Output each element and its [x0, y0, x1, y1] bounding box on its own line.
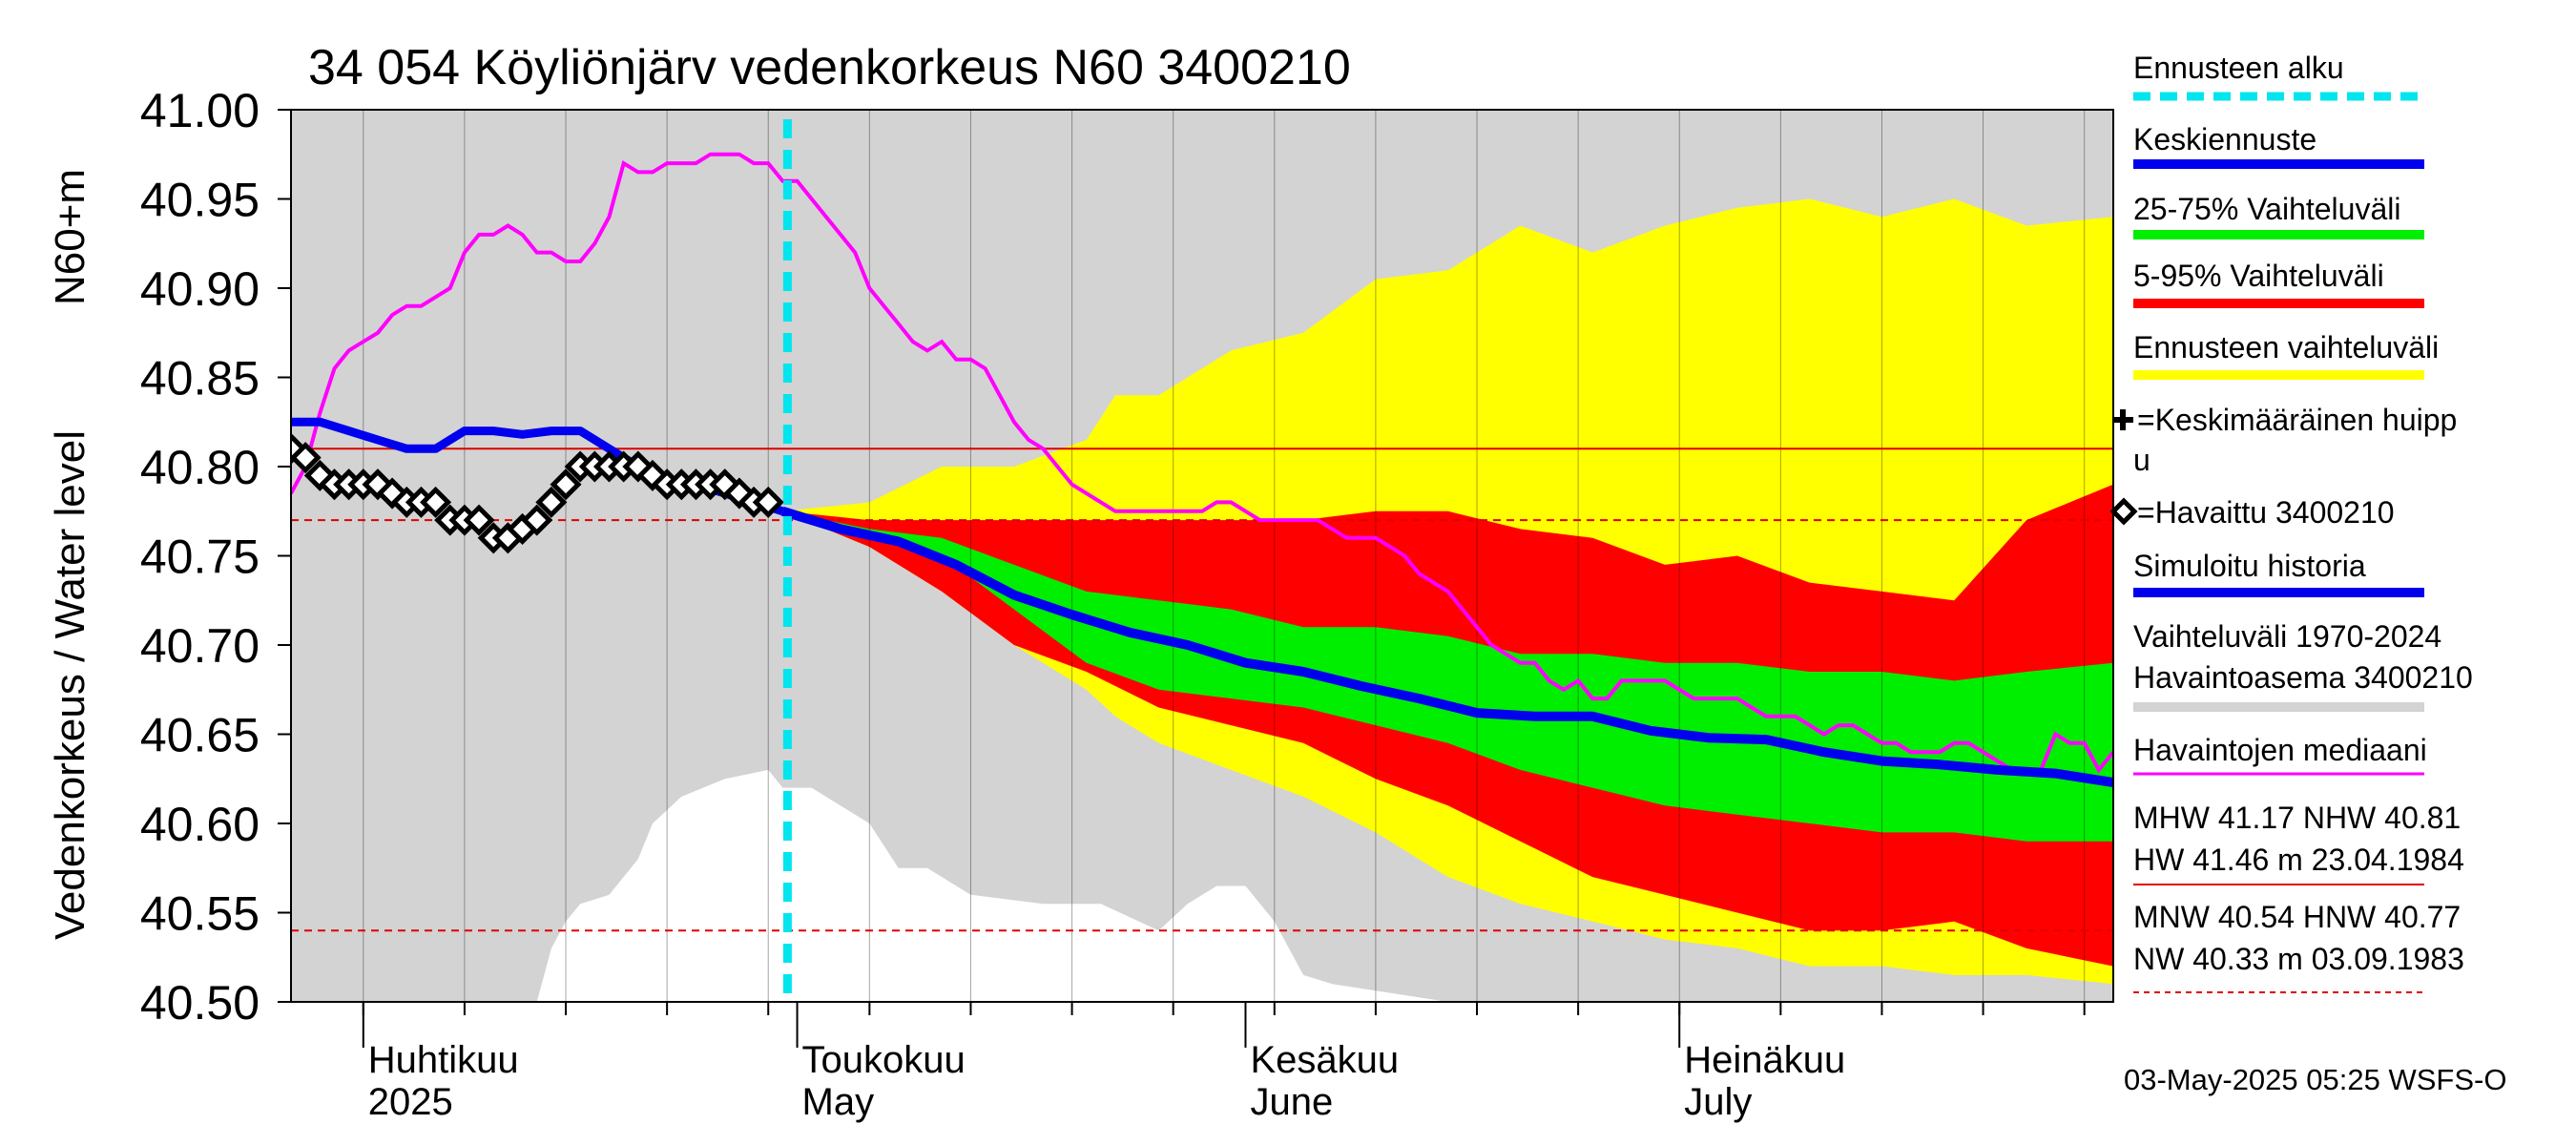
- historical-range-gap: [536, 769, 1448, 1002]
- y-tick-label: 40.95: [140, 174, 260, 227]
- observed-point: [463, 504, 495, 536]
- y-tick-label: 40.90: [140, 262, 260, 316]
- month-label-en: June: [1250, 1081, 1333, 1123]
- statistics-block: MHW 41.17 NHW 40.81 HW 41.46 m 23.04.1984…: [2133, 801, 2464, 993]
- legend-item-4: Ennusteen vaihteluväli: [2133, 330, 2439, 380]
- legend-item-5: =Keskimääräinen huipp u: [2112, 403, 2457, 477]
- legend: Ennusteen alku Keskiennuste 25-75% Vaihtel…: [2109, 51, 2506, 1096]
- observed-point: [535, 486, 568, 518]
- forecast-band-2: [782, 510, 2113, 842]
- month-label-en: 2025: [368, 1081, 453, 1123]
- legend-label: Ennusteen alku: [2133, 51, 2344, 85]
- legend-item-7: Simuloitu historia: [2133, 549, 2424, 597]
- month-label-fi: Heinäkuu: [1684, 1039, 1845, 1081]
- legend-label: Havaintoasema 3400210: [2133, 660, 2473, 695]
- diamond-marker-icon: [2109, 497, 2138, 526]
- observed-point: [622, 450, 654, 483]
- stats-line-3: MNW 40.54 HNW 40.77: [2133, 900, 2461, 934]
- plus-marker-icon: [2112, 409, 2133, 430]
- observed-point: [709, 468, 741, 501]
- y-axis-unit: N60+m: [47, 169, 93, 305]
- plot-area: [291, 110, 2113, 1002]
- y-tick-label: 40.70: [140, 619, 260, 673]
- observed-point: [420, 486, 452, 518]
- y-tick-label: 40.60: [140, 798, 260, 851]
- y-tick-label: 40.85: [140, 352, 260, 406]
- forecast-mean-line: [780, 507, 2113, 787]
- legend-label: Keskiennuste: [2133, 122, 2316, 156]
- y-tick-label: 40.50: [140, 976, 260, 1030]
- legend-label: Vaihteluväli 1970-2024: [2133, 619, 2441, 654]
- legend-label: 25-75% Vaihteluväli: [2133, 192, 2400, 226]
- observed-point: [521, 504, 553, 536]
- legend-label: Ennusteen vaihteluväli: [2133, 330, 2439, 364]
- median-line: [291, 152, 2113, 774]
- legend-item-2: 25-75% Vaihteluväli: [2133, 192, 2424, 239]
- legend-item-0: Ennusteen alku: [2133, 51, 2424, 101]
- observed-point: [291, 442, 322, 474]
- y-tick-label: 41.00: [140, 84, 260, 137]
- legend-label: =Keskimääräinen huipp: [2137, 403, 2457, 437]
- chart-title: 34 054 Köyliönjärv vedenkorkeus N60 3400…: [308, 40, 1351, 95]
- legend-label: 5-95% Vaihteluväli: [2133, 259, 2384, 293]
- month-label-fi: Huhtikuu: [368, 1039, 519, 1081]
- legend-item-3: 5-95% Vaihteluväli: [2133, 259, 2424, 308]
- y-tick-label: 40.65: [140, 709, 260, 762]
- observed-point: [723, 477, 756, 510]
- stats-line-2: HW 41.46 m 23.04.1984: [2133, 843, 2464, 877]
- y-tick-label: 40.55: [140, 887, 260, 941]
- legend-item-9: Havaintojen mediaani: [2133, 733, 2427, 776]
- legend-item-6: =Havaittu 3400210: [2109, 495, 2395, 530]
- month-label-en: May: [802, 1081, 875, 1123]
- y-axis-label: Vedenkorkeus / Water level: [47, 430, 93, 940]
- observed-point: [752, 486, 784, 518]
- legend-label: u: [2133, 443, 2150, 477]
- stats-line-4: NW 40.33 m 03.09.1983: [2133, 942, 2464, 976]
- legend-item-8: Vaihteluväli 1970-2024 Havaintoasema 340…: [2133, 619, 2473, 712]
- legend-item-1: Keskiennuste: [2133, 122, 2424, 169]
- grid-lines: [363, 110, 2086, 1002]
- observed-points: [291, 432, 784, 554]
- legend-label: Simuloitu historia: [2133, 549, 2366, 583]
- month-label-fi: Kesäkuu: [1250, 1039, 1399, 1081]
- observed-point: [550, 468, 582, 501]
- month-label-fi: Toukokuu: [802, 1039, 966, 1081]
- legend-label: =Havaittu 3400210: [2137, 495, 2395, 530]
- y-tick-label: 40.80: [140, 441, 260, 494]
- footer-timestamp: 03-May-2025 05:25 WSFS-O: [2124, 1063, 2506, 1096]
- month-label-en: July: [1684, 1081, 1752, 1123]
- stats-line-1: MHW 41.17 NHW 40.81: [2133, 801, 2461, 835]
- y-tick-label: 40.75: [140, 531, 260, 584]
- legend-label: Havaintojen mediaani: [2133, 733, 2427, 767]
- axes: 41.00 40.95 40.90 40.85 40.80 40.75 40.70 40.65…: [140, 84, 2114, 1123]
